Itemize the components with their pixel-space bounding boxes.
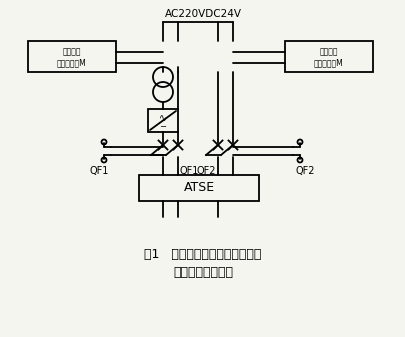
Bar — [284, 41, 372, 72]
Text: ATSE: ATSE — [183, 182, 214, 194]
Text: 单相直流: 单相直流 — [319, 48, 337, 56]
Text: ∿: ∿ — [158, 113, 166, 123]
Text: 图1   一路交流一路直流单相电压: 图1 一路交流一路直流单相电压 — [144, 248, 261, 262]
Text: 电压传感器M: 电压传感器M — [313, 59, 343, 68]
Text: ─: ─ — [160, 121, 165, 130]
Text: QF2: QF2 — [294, 166, 314, 176]
Bar — [148, 109, 177, 132]
Bar — [28, 41, 116, 72]
Text: 电压传感器M: 电压传感器M — [57, 59, 87, 68]
Bar — [139, 175, 258, 201]
Text: QF1: QF1 — [89, 166, 109, 176]
Text: 单相交流: 单相交流 — [63, 48, 81, 56]
Text: QF2: QF2 — [196, 166, 215, 176]
Text: QF1: QF1 — [179, 166, 199, 176]
Text: 传感器安装示意图: 传感器安装示意图 — [173, 267, 232, 279]
Text: AC220VDC24V: AC220VDC24V — [164, 9, 241, 19]
